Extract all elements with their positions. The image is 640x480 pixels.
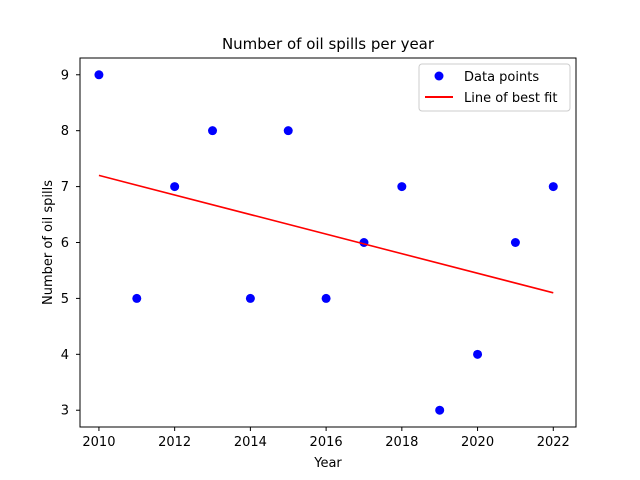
best-fit-line [98, 174, 554, 294]
legend-label-data-points: Data points [464, 70, 539, 85]
y-tick-label-8: 8 [61, 124, 69, 139]
x-axis-label: Year [313, 456, 342, 471]
legend: Data points Line of best fit [418, 63, 571, 112]
ticks-layer: 2010 2012 2014 2016 2018 2020 2022 3 4 5 6 7 8 9 [61, 68, 570, 450]
y-tick-label-4: 4 [61, 348, 69, 363]
chart-title: Number of oil spills per year [222, 35, 435, 53]
data-point-2011 [132, 293, 142, 303]
data-point-2022 [548, 182, 558, 192]
data-point-2012 [170, 182, 180, 192]
x-tick-label-2022: 2022 [537, 435, 570, 450]
x-tick-label-2018: 2018 [385, 435, 418, 450]
data-point-2016 [321, 293, 331, 303]
x-tick-label-2020: 2020 [461, 435, 494, 450]
data-point-2019 [435, 405, 445, 415]
y-tick-label-5: 5 [61, 292, 69, 307]
data-point-2010 [94, 70, 104, 80]
y-tick-label-9: 9 [61, 68, 69, 83]
legend-label-line-of-best-fit: Line of best fit [464, 91, 557, 106]
marks-layer [94, 70, 558, 415]
x-tick-label-2012: 2012 [158, 435, 191, 450]
x-tick-label-2014: 2014 [234, 435, 267, 450]
y-tick-label-7: 7 [61, 180, 69, 195]
y-tick-label-6: 6 [61, 236, 69, 251]
data-point-2021 [510, 238, 520, 247]
data-point-2013 [208, 126, 218, 136]
y-axis-label: Number of oil spills [41, 180, 56, 305]
legend-marker-data-points [434, 71, 444, 81]
x-tick-label-2016: 2016 [310, 435, 343, 450]
legend-box [418, 63, 571, 112]
data-point-2014 [245, 293, 255, 303]
y-tick-label-3: 3 [61, 404, 69, 419]
data-point-2018 [397, 182, 407, 192]
x-tick-label-2010: 2010 [82, 435, 115, 450]
data-point-2020 [473, 349, 483, 359]
data-point-2015 [283, 126, 293, 136]
